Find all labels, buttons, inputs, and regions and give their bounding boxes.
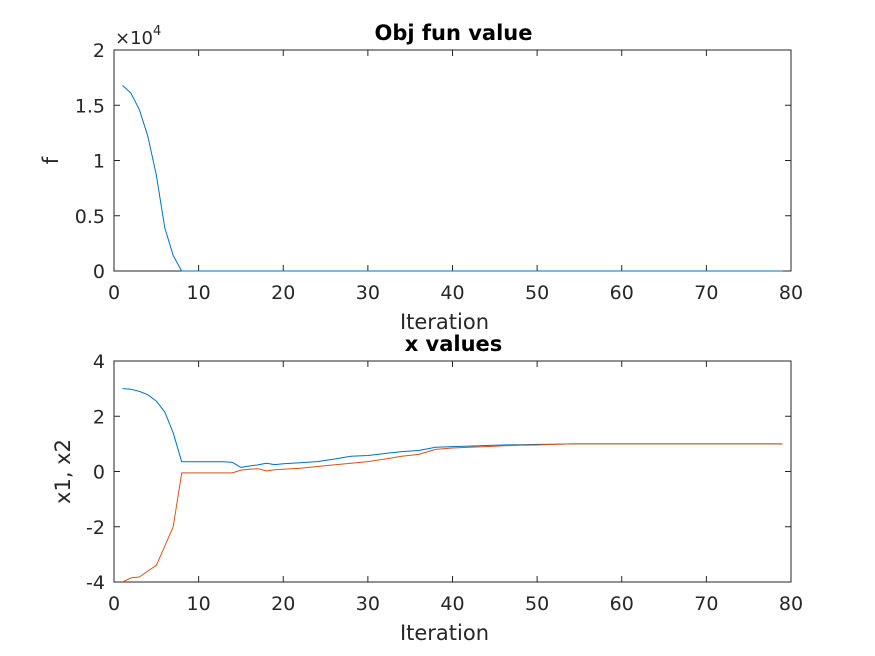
y-axis-label: f bbox=[39, 156, 63, 164]
y-tick-label: 2 bbox=[93, 40, 105, 62]
x-tick-label: 70 bbox=[694, 282, 718, 304]
x-tick-label: 70 bbox=[694, 593, 718, 615]
x-tick-label: 10 bbox=[187, 282, 211, 304]
y-tick-label: 1.5 bbox=[75, 95, 105, 117]
x-tick-label: 20 bbox=[271, 282, 295, 304]
x-tick-label: 80 bbox=[779, 282, 803, 304]
y-tick-label: -4 bbox=[86, 572, 105, 594]
y-tick-label: -2 bbox=[86, 517, 105, 539]
y-tick-label: 0 bbox=[93, 261, 105, 283]
x-tick-label: 20 bbox=[271, 593, 295, 615]
x-axis-label: Iteration bbox=[400, 310, 489, 334]
x-tick-label: 30 bbox=[356, 282, 380, 304]
x-tick-label: 0 bbox=[108, 593, 120, 615]
axes-objective: 0 10 20 30 40 50 60 70 80 0 0.5 1 1.5 2 Obj fun value I… bbox=[39, 21, 803, 334]
x-tick-label: 40 bbox=[440, 282, 464, 304]
y-exponent-label: ×104 bbox=[115, 24, 161, 49]
chart-title: Obj fun value bbox=[375, 21, 533, 45]
x-tick-label: 30 bbox=[356, 593, 380, 615]
x-tick-label: 40 bbox=[440, 593, 464, 615]
x-tick-label: 60 bbox=[610, 593, 634, 615]
x-tick-label: 0 bbox=[108, 282, 120, 304]
axes-x-values: 0 10 20 30 40 50 60 70 80 -4 -2 0 2 4 x values Iteratio… bbox=[51, 332, 803, 645]
axes-box bbox=[113, 49, 792, 272]
y-tick-label: 0.5 bbox=[75, 206, 105, 228]
series-line-2 bbox=[122, 443, 783, 583]
y-tick-label: 1 bbox=[93, 151, 105, 173]
chart-title: x values bbox=[405, 332, 503, 356]
y-tick-label: 4 bbox=[93, 351, 105, 373]
y-exponent-power: 4 bbox=[153, 24, 161, 39]
x-tick-label: 50 bbox=[525, 593, 549, 615]
series-line-1 bbox=[122, 85, 783, 272]
axes-box bbox=[113, 360, 792, 583]
y-exponent-base: ×10 bbox=[115, 28, 153, 49]
y-tick-label: 0 bbox=[93, 462, 105, 484]
y-axis-label: x1, x2 bbox=[51, 439, 75, 504]
x-tick-label: 10 bbox=[187, 593, 211, 615]
x-tick-label: 60 bbox=[610, 282, 634, 304]
x-tick-label: 80 bbox=[779, 593, 803, 615]
x-tick-label: 50 bbox=[525, 282, 549, 304]
x-axis-label: Iteration bbox=[400, 621, 489, 645]
y-tick-label: 2 bbox=[93, 406, 105, 428]
